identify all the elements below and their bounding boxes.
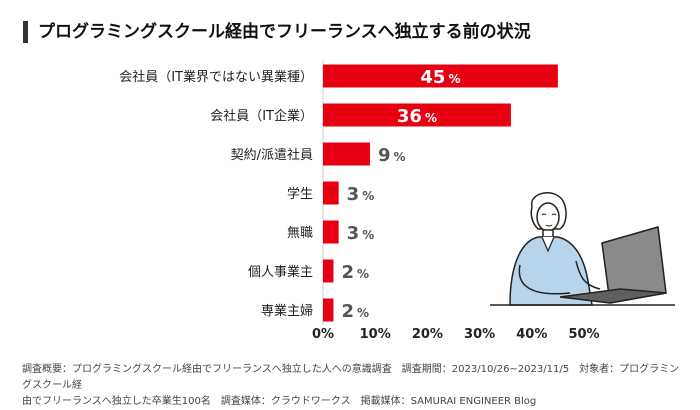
bar bbox=[323, 142, 370, 166]
data-label: 3% bbox=[347, 223, 375, 244]
category-label: 無職 bbox=[287, 226, 313, 241]
data-label: 2% bbox=[341, 301, 369, 322]
x-tick-label: 30% bbox=[464, 327, 495, 342]
bar bbox=[323, 220, 339, 244]
title-accent-bar bbox=[23, 21, 28, 43]
data-label: 2% bbox=[341, 262, 369, 283]
bar-chart: 会社員（IT業界ではない異業種） 45 % 会社員（IT企業） 36 % 契約/派遣社員 9%… bbox=[119, 60, 600, 342]
bar bbox=[323, 103, 511, 127]
footnote-line-2: 由でフリーランスへ独立した卒業生100名 調査媒体：クラウドワークス 掲載媒体：… bbox=[22, 396, 537, 407]
x-tick-label: 40% bbox=[516, 327, 547, 342]
data-label: 3% bbox=[347, 184, 375, 205]
chart-title: プログラミングスクール経由でフリーランスへ独立する前の状況 bbox=[38, 22, 531, 42]
bar bbox=[323, 181, 339, 205]
bar bbox=[323, 64, 558, 88]
data-label: 9% bbox=[378, 145, 406, 166]
x-tick-label: 50% bbox=[568, 327, 599, 342]
person-laptop-illustration bbox=[490, 192, 675, 306]
data-label: 45% bbox=[420, 67, 460, 88]
data-label: 36% bbox=[397, 106, 437, 127]
x-tick-label: 0% bbox=[312, 327, 334, 342]
category-label: 会社員（IT企業） bbox=[210, 108, 313, 124]
category-label: 学生 bbox=[287, 186, 313, 202]
bar bbox=[323, 298, 334, 322]
bar bbox=[323, 259, 334, 283]
survey-footnote: 調査概要：プログラミングスクール経由でフリーランスへ独立した人への意識調査 調査… bbox=[22, 362, 682, 410]
x-tick-label: 10% bbox=[360, 327, 391, 342]
category-label: 専業主婦 bbox=[261, 303, 313, 319]
category-label: 契約/派遣社員 bbox=[231, 147, 313, 163]
category-label: 個人事業主 bbox=[248, 264, 313, 280]
category-label: 会社員（IT業界ではない異業種） bbox=[119, 69, 313, 85]
x-tick-label: 20% bbox=[412, 327, 443, 342]
footnote-line-1: 調査概要：プログラミングスクール経由でフリーランスへ独立した人への意識調査 調査… bbox=[22, 364, 680, 391]
